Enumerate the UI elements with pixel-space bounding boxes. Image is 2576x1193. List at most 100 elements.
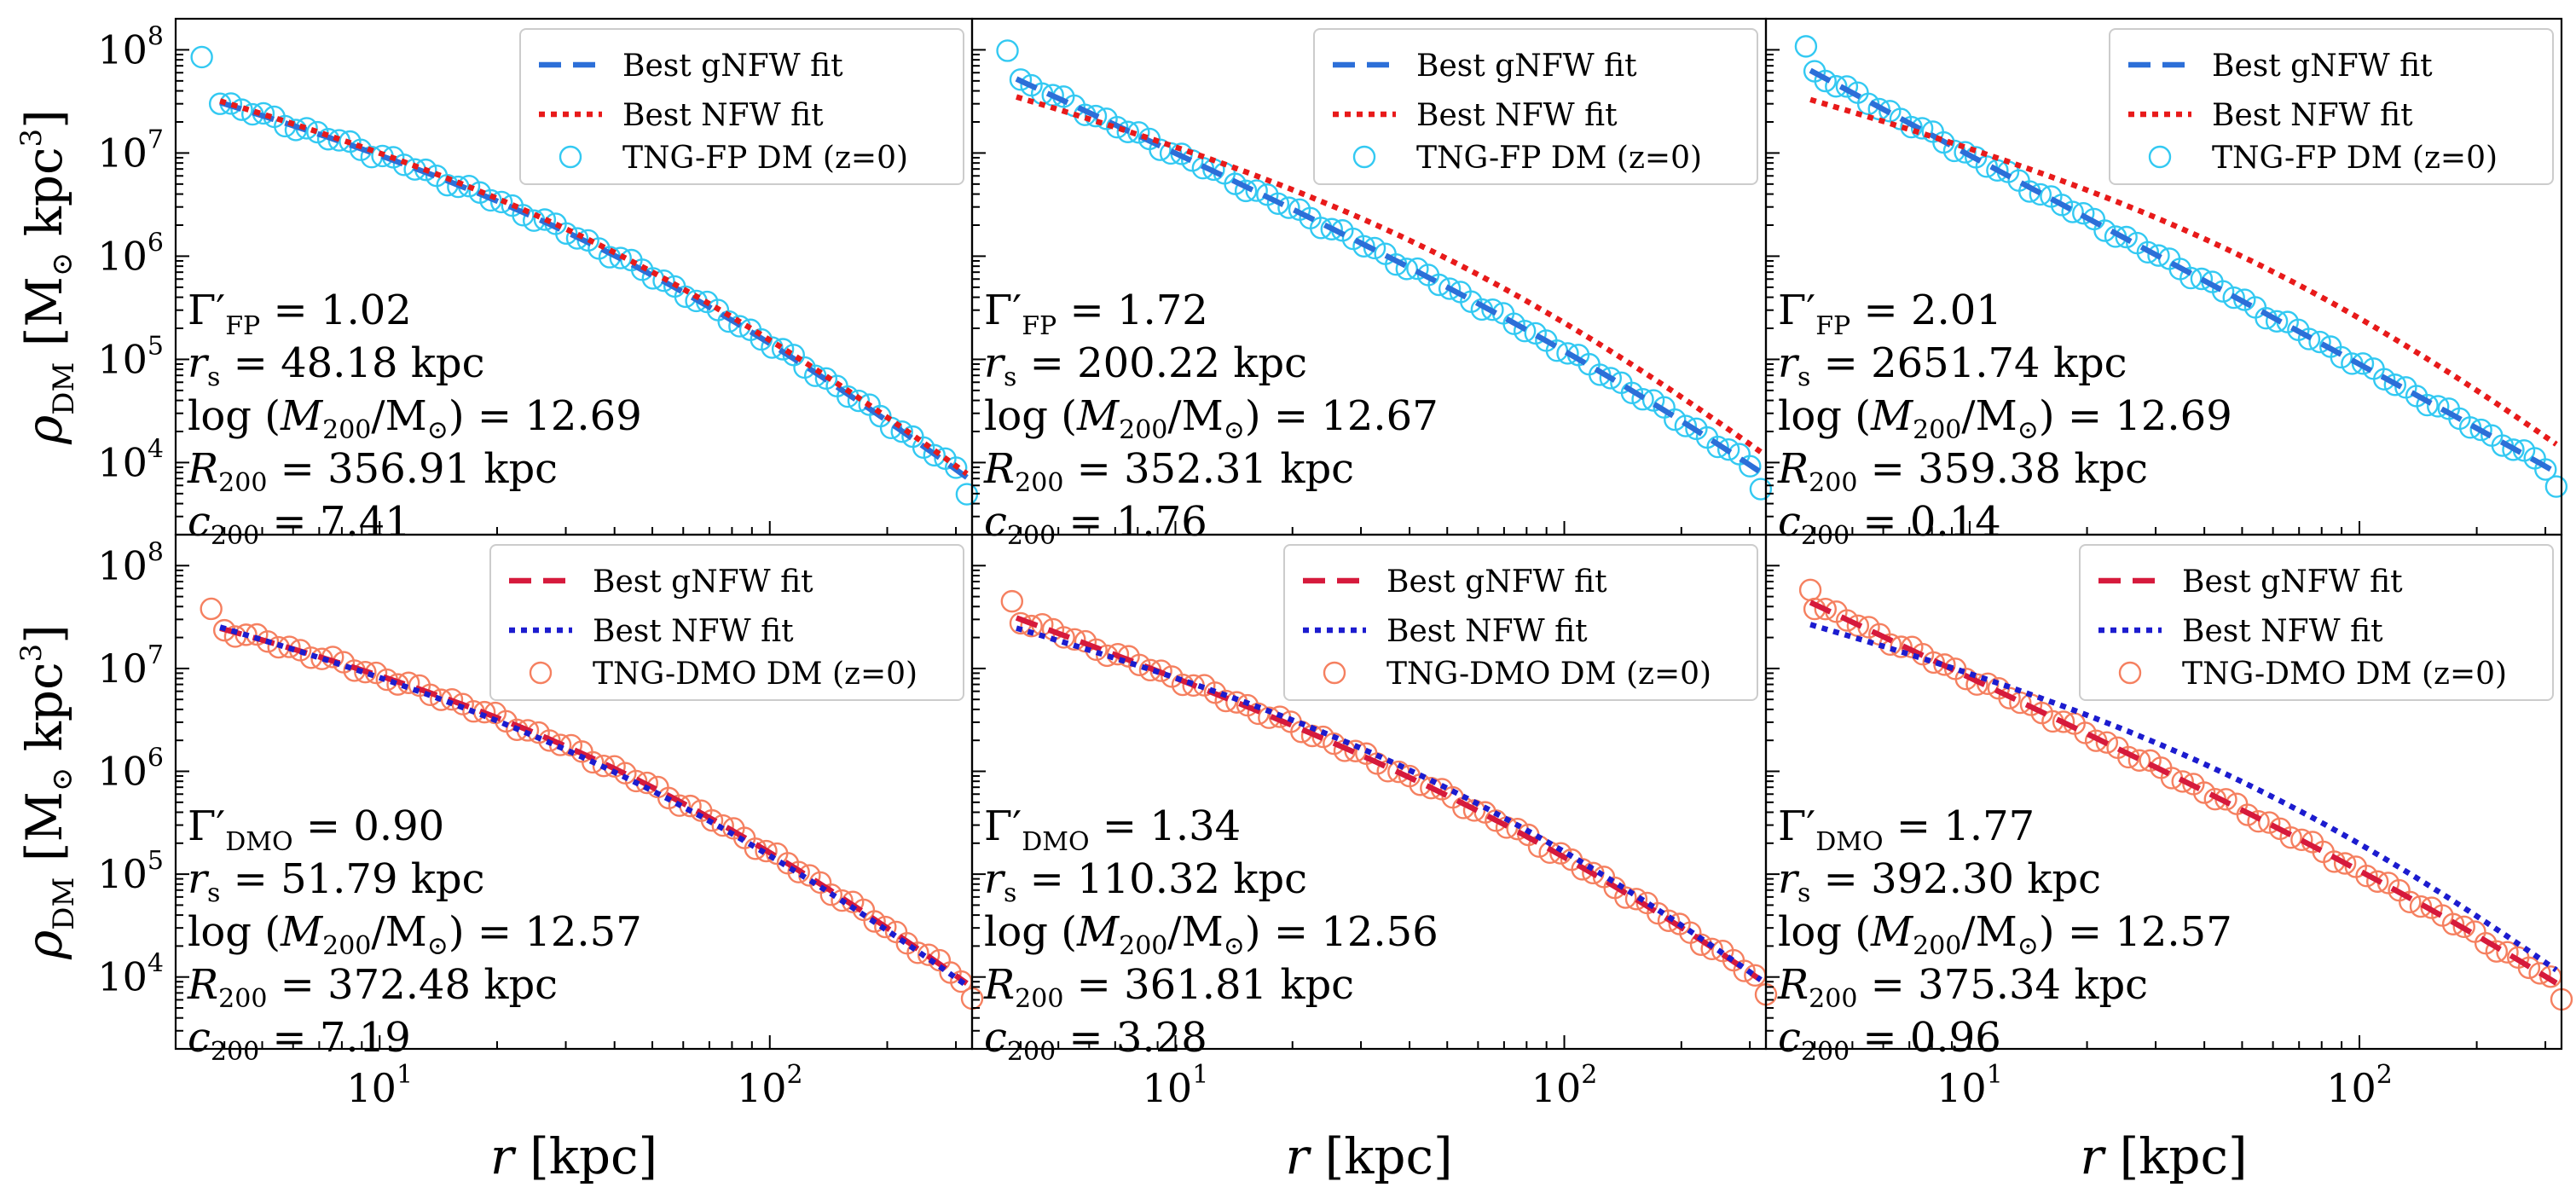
data-point: [1128, 653, 1151, 676]
gamma-label: Γ′DMO = 0.90: [188, 802, 444, 857]
c200-symbol: c: [984, 498, 1007, 546]
rs-subscript: s: [1004, 878, 1016, 908]
data-point: [1149, 138, 1172, 161]
rho-symbol: ρ: [15, 415, 73, 445]
tick-base: 10: [97, 749, 148, 795]
legend-entry: Best NFW fit: [2182, 614, 2383, 649]
tick-exponent: 6: [148, 228, 164, 258]
equals: =: [293, 802, 354, 850]
legend-entry: TNG-DMO DM (z=0): [2182, 657, 2507, 692]
data-point: [1614, 886, 1637, 909]
c200-symbol: c: [188, 498, 211, 546]
data-point: [1624, 888, 1648, 911]
unit-exponent: 3: [14, 644, 49, 663]
data-point: [1277, 196, 1300, 219]
data-point: [1835, 609, 1859, 632]
data-point: [1835, 75, 1859, 98]
c200-subscript: 200: [1801, 521, 1850, 551]
tick-base: 10: [97, 336, 148, 382]
legend: Best gNFW fit Best NFW fit TNG-FP DM (z=0): [2109, 28, 2554, 185]
r200-symbol: R: [983, 445, 1015, 493]
data-point: [582, 750, 605, 774]
c200-label: c200 = 7.19: [188, 1014, 411, 1067]
data-point: [386, 673, 409, 696]
legend-box: [1283, 544, 1758, 701]
tick-exponent: 5: [148, 331, 164, 361]
unit: kpc: [1267, 961, 1354, 1009]
equals: =: [220, 855, 281, 903]
data-point: [1733, 959, 1756, 982]
equals: ) =: [2039, 908, 2115, 956]
mass-symbol: M: [280, 392, 324, 440]
legend-points-swatch: [559, 145, 582, 169]
data-point: [2190, 267, 2214, 291]
rs-symbol: r: [188, 855, 210, 903]
data-point: [755, 839, 778, 863]
rs-value: 48.18: [281, 339, 397, 387]
unit: kpc: [471, 961, 558, 1009]
nfw-fit-line: [1016, 94, 1763, 455]
data-point: [419, 683, 442, 707]
x-tick-label: 102: [737, 1060, 803, 1111]
equals: =: [1857, 961, 1918, 1009]
data-point: [440, 687, 464, 711]
gamma-symbol: Γ′: [1778, 802, 1815, 850]
rs-symbol: r: [1778, 855, 1800, 903]
sun-subscript: ⊙: [2017, 415, 2039, 445]
unit: kpc: [1220, 339, 1307, 387]
gamma-value: 1.34: [1149, 802, 1241, 850]
nfw-fit-line: [1809, 622, 2558, 973]
r-symbol: r: [490, 1127, 517, 1185]
data-point: [700, 808, 724, 832]
c200-subscript: 200: [1801, 1037, 1850, 1067]
sun-subscript: ⊙: [45, 767, 79, 792]
data-point: [2265, 310, 2289, 333]
rs-value: 110.32: [1077, 855, 1220, 903]
c200-symbol: c: [1778, 498, 1801, 546]
y-tick-label: 108: [97, 537, 164, 588]
panel-dmo-3: Best gNFW fit Best NFW fit TNG-DMO DM (z=0…: [1764, 533, 2573, 1185]
legend-entry: Best gNFW fit: [1386, 565, 1607, 599]
tick-base: 10: [346, 1065, 397, 1111]
unit-exponent: 3: [14, 129, 49, 148]
unit-part: [kpc]: [514, 1127, 657, 1185]
r200-value: 361.81: [1124, 961, 1267, 1009]
solar-mass-symbol: /M: [1961, 392, 2017, 440]
data-point: [2333, 852, 2357, 875]
data-point: [2441, 912, 2465, 935]
y-tick-label: 107: [97, 125, 164, 176]
data-point: [2236, 803, 2260, 826]
x-axis-label: r [kpc]: [2080, 1127, 2247, 1185]
mass-subscript: 200: [322, 931, 371, 961]
rs-label: rs = 51.79 kpc: [188, 855, 484, 908]
log-prefix: log (: [1778, 392, 1871, 440]
tick-base: 10: [1531, 1065, 1582, 1111]
tick-base: 10: [97, 233, 148, 279]
tick-base: 10: [97, 851, 148, 897]
mass-symbol: M: [1870, 908, 1914, 956]
mass-subscript: 200: [1119, 415, 1167, 445]
equals: ) =: [2039, 392, 2115, 440]
gamma-label: Γ′DMO = 1.77: [1778, 802, 2035, 857]
y-tick-label: 105: [97, 846, 164, 897]
legend: Best gNFW fit Best NFW fit TNG-FP DM (z=0): [519, 28, 964, 185]
mass-symbol: M: [280, 908, 324, 956]
gamma-symbol: Γ′: [188, 287, 225, 334]
r200-value: 356.91: [327, 445, 471, 493]
data-point: [306, 120, 329, 144]
sun-subscript: ⊙: [427, 415, 449, 445]
tick-base: 10: [97, 646, 148, 692]
mass-label: log (M200/M⊙) = 12.67: [984, 392, 1439, 445]
data-point: [944, 456, 968, 479]
data-point: [917, 943, 941, 966]
c200-label: c200 = 7.41: [188, 498, 411, 551]
legend: Best gNFW fit Best NFW fit TNG-DMO DM (z=0…: [489, 544, 964, 701]
legend-box: [519, 28, 964, 185]
equals: =: [1810, 339, 1871, 387]
mass-subscript: 200: [322, 415, 371, 445]
unit-part: [M: [15, 276, 73, 362]
r200-subscript: 200: [1809, 984, 1857, 1014]
nfw-fit-line: [219, 98, 969, 477]
data-point: [906, 941, 929, 964]
y-tick-label: 108: [97, 21, 164, 72]
